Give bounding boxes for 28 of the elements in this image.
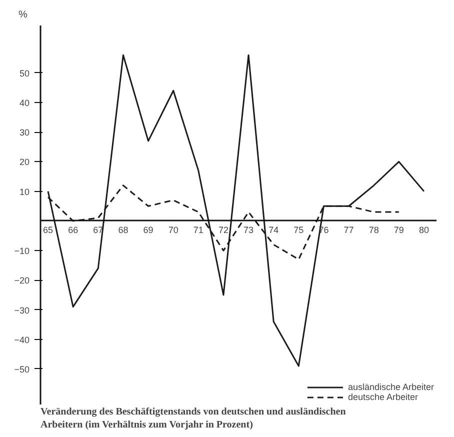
y-tick-label: 20 (19, 157, 30, 168)
x-tick-label: 70 (168, 224, 178, 235)
x-tick-label: 74 (268, 224, 279, 235)
y-tick-label: 30 (19, 128, 30, 138)
y-tick-label: −40 (14, 334, 30, 345)
y-tick-label: 50 (19, 68, 30, 78)
y-tick-label: −50 (14, 364, 30, 374)
x-tick-label: 73 (244, 224, 254, 235)
text: Veränderung des Beschäftigtenstands von deutschen und ausländischen Arbeitern (im Verhältnis zum Vorjahr in Prozent) (40, 406, 346, 430)
x-tick-label: 66 (68, 224, 78, 235)
x-tick-label: 78 (368, 224, 379, 235)
x-tick-label: 72 (218, 224, 228, 235)
y-axis-title: % (18, 10, 28, 20)
x-tick-label: 79 (394, 224, 404, 235)
y-tick-label: −20 (14, 276, 30, 286)
x-tick-label: 75 (294, 224, 304, 235)
x-tick-label: 69 (143, 224, 154, 235)
legend-label: ausländische Arbeiter (348, 382, 434, 392)
x-tick-label: 68 (118, 224, 128, 235)
x-tick-label: 77 (344, 224, 354, 235)
x-tick-label: 80 (418, 224, 429, 235)
x-tick-label: 71 (193, 224, 204, 235)
x-tick-label: 65 (43, 224, 54, 235)
y-tick-label: 40 (19, 98, 30, 108)
y-tick-label: 10 (19, 186, 30, 197)
legend-label: deutsche Arbeiter (348, 392, 418, 402)
y-tick-label: −10 (14, 246, 30, 256)
y-tick-label: −30 (14, 305, 30, 316)
